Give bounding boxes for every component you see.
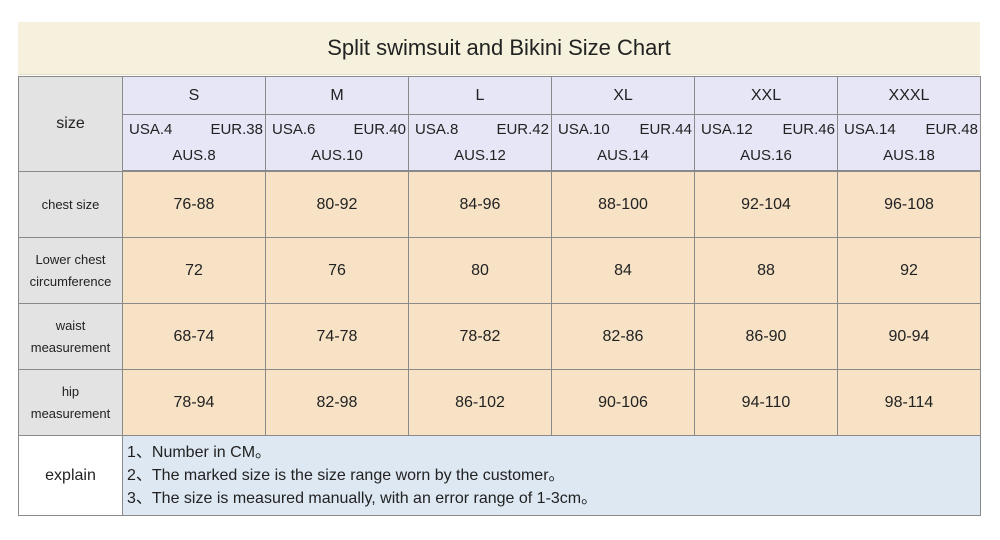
row-label-explain: explain [18, 435, 123, 516]
waist-value: 78-82 [408, 303, 552, 370]
explain-note: 1、Number in CM。 [127, 444, 272, 461]
usa-size: USA.6 [272, 121, 316, 138]
eur-size: EUR.40 [353, 121, 406, 138]
row-label-size: size [18, 76, 123, 172]
usa-size: USA.12 [701, 121, 753, 138]
label-line: measurement [30, 405, 111, 421]
waist-value: 86-90 [694, 303, 838, 370]
hip-value: 98-114 [837, 369, 981, 436]
row-label-hip: hip measurement [18, 369, 123, 436]
eur-size: EUR.38 [210, 121, 263, 138]
size-table: size S M L XL XXL XXXL USA.4 EUR.38 AUS.8… [18, 76, 981, 516]
label-line: hip [61, 383, 80, 399]
usa-size: USA.4 [129, 121, 173, 138]
hip-value: 86-102 [408, 369, 552, 436]
size-header-row: size S M L XL XXL XXXL [18, 76, 981, 172]
chest-value: 84-96 [408, 171, 552, 238]
waist-row: waist measurement 68-74 74-78 78-82 82-8… [18, 303, 981, 370]
label-line: waist [55, 317, 86, 333]
lower-chest-value: 88 [694, 237, 838, 304]
usa-size: USA.10 [558, 121, 610, 138]
chest-value: 76-88 [122, 171, 266, 238]
size-chart: Split swimsuit and Bikini Size Chart siz… [18, 22, 981, 516]
aus-size: AUS.18 [883, 147, 935, 164]
aus-size: AUS.10 [311, 147, 363, 164]
label-line: circumference [29, 273, 112, 289]
size-equivalents: USA.12 EUR.46 AUS.16 [694, 114, 838, 171]
hip-row: hip measurement 78-94 82-98 86-102 90-10… [18, 369, 981, 436]
lower-chest-value: 84 [551, 237, 695, 304]
usa-size: USA.8 [415, 121, 459, 138]
size-name: XXXL [837, 76, 981, 115]
eur-size: EUR.48 [925, 121, 978, 138]
chest-value: 80-92 [265, 171, 409, 238]
size-equivalents: USA.8 EUR.42 AUS.12 [408, 114, 552, 171]
explain-note: 2、The marked size is the size range worn… [127, 467, 565, 484]
lower-chest-value: 76 [265, 237, 409, 304]
size-name: XL [551, 76, 695, 115]
lower-chest-row: Lower chest circumference 72 76 80 84 88… [18, 237, 981, 304]
waist-value: 68-74 [122, 303, 266, 370]
size-name: S [122, 76, 266, 115]
chest-value: 92-104 [694, 171, 838, 238]
chest-row: chest size 76-88 80-92 84-96 88-100 92-1… [18, 171, 981, 238]
size-equivalents: USA.10 EUR.44 AUS.14 [551, 114, 695, 171]
waist-value: 74-78 [265, 303, 409, 370]
aus-size: AUS.16 [740, 147, 792, 164]
aus-size: AUS.8 [172, 147, 216, 164]
aus-size: AUS.14 [597, 147, 649, 164]
waist-value: 90-94 [837, 303, 981, 370]
lower-chest-value: 92 [837, 237, 981, 304]
lower-chest-value: 72 [122, 237, 266, 304]
usa-size: USA.14 [844, 121, 896, 138]
label-line: Lower chest [35, 251, 106, 267]
explain-row: explain 1、Number in CM。 2、The marked siz… [18, 435, 981, 516]
row-label-chest: chest size [18, 171, 123, 238]
explain-note: 3、The size is measured manually, with an… [127, 490, 598, 507]
size-name: M [265, 76, 409, 115]
hip-value: 90-106 [551, 369, 695, 436]
size-equivalents: USA.4 EUR.38 AUS.8 [122, 114, 266, 171]
chest-value: 88-100 [551, 171, 695, 238]
lower-chest-value: 80 [408, 237, 552, 304]
hip-value: 78-94 [122, 369, 266, 436]
hip-value: 94-110 [694, 369, 838, 436]
hip-value: 82-98 [265, 369, 409, 436]
eur-size: EUR.42 [496, 121, 549, 138]
eur-size: EUR.46 [782, 121, 835, 138]
chest-value: 96-108 [837, 171, 981, 238]
size-equivalents: USA.6 EUR.40 AUS.10 [265, 114, 409, 171]
size-equivalents: USA.14 EUR.48 AUS.18 [837, 114, 981, 171]
aus-size: AUS.12 [454, 147, 506, 164]
size-name: L [408, 76, 552, 115]
size-name: XXL [694, 76, 838, 115]
row-label-lower-chest: Lower chest circumference [18, 237, 123, 304]
explain-notes: 1、Number in CM。 2、The marked size is the… [122, 435, 981, 516]
size-equivalents-row: USA.4 EUR.38 AUS.8 USA.6 EUR.40 AUS.10 USA… [19, 114, 981, 171]
waist-value: 82-86 [551, 303, 695, 370]
row-label-waist: waist measurement [18, 303, 123, 370]
chart-title: Split swimsuit and Bikini Size Chart [18, 22, 980, 75]
label-line: measurement [30, 339, 111, 355]
eur-size: EUR.44 [639, 121, 692, 138]
